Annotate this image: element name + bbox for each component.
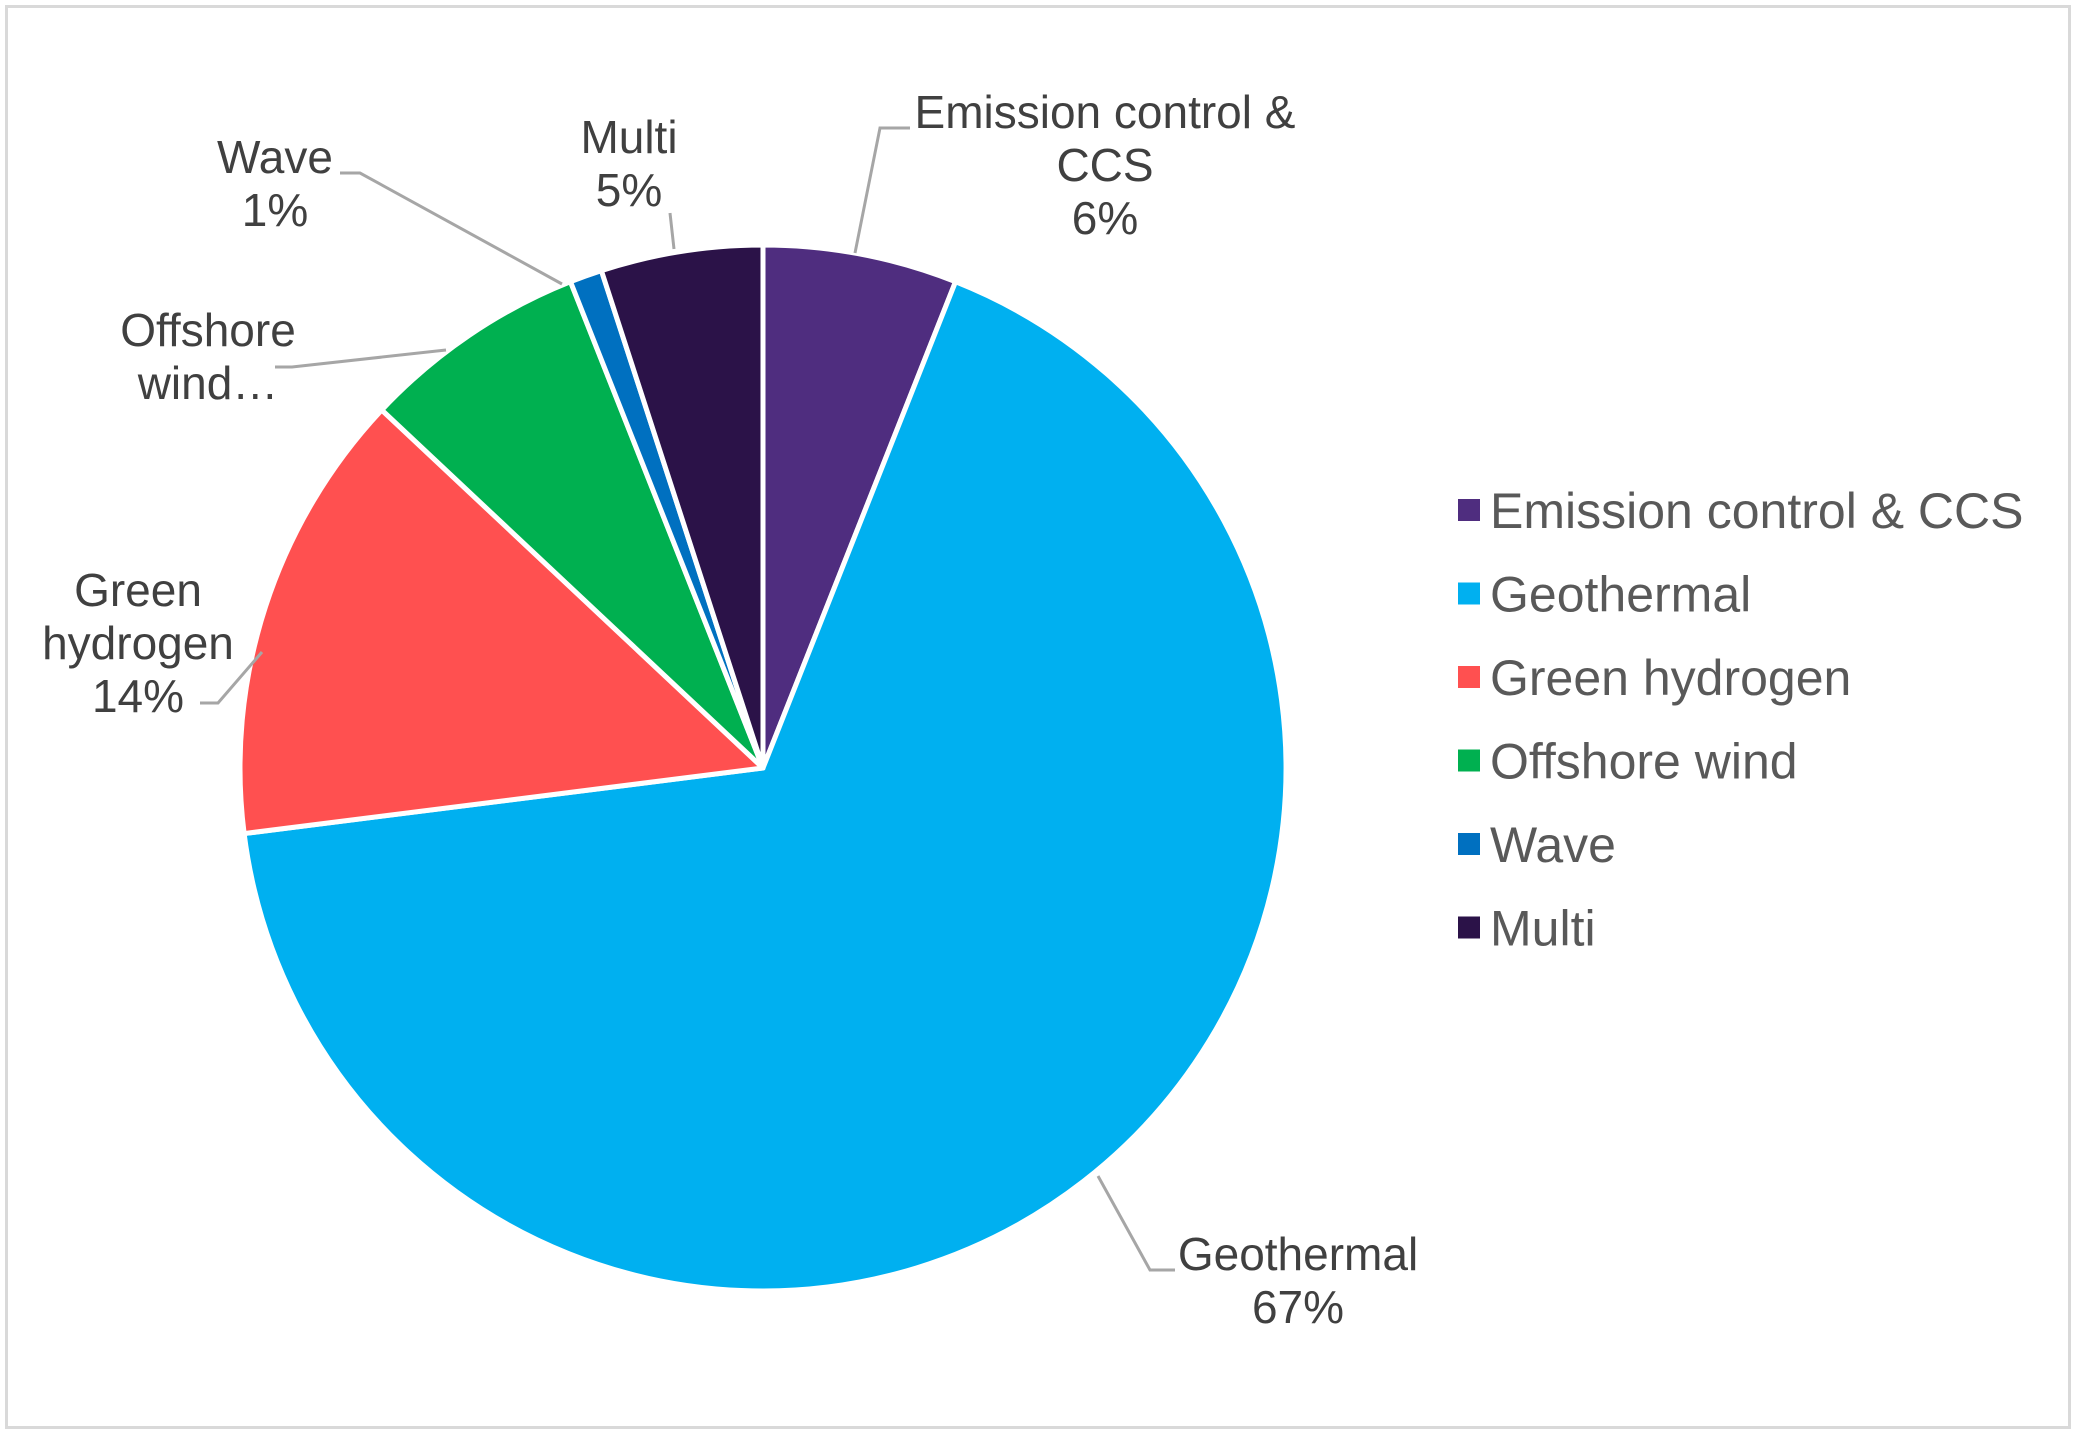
leader-line-geothermal	[1096, 1175, 1175, 1272]
pie-slice-emission-control-and-ccs	[760, 242, 959, 771]
legend-swatch-offshore-wind	[1458, 749, 1480, 772]
legend-label-offshore-wind: Offshore wind	[1490, 734, 1798, 790]
legend-label-emission-control-and-ccs: Emission control & CCS	[1490, 483, 2024, 539]
leader-line-multi	[668, 212, 676, 250]
legend-item-emission-control-and-ccs: Emission control & CCS	[1458, 483, 2024, 539]
legend-item-geothermal: Geothermal	[1458, 567, 1751, 623]
leader-line-wave	[340, 171, 563, 286]
legend-item-offshore-wind: Offshore wind	[1458, 734, 1798, 790]
legend-swatch-multi	[1458, 916, 1480, 939]
data-label-emission-control-and-ccs: Emission control & CCS 6%	[915, 86, 1296, 244]
legend-swatch-emission-control-and-ccs	[1458, 499, 1480, 521]
data-label-green-hydrogen: Green hydrogen 14%	[42, 564, 234, 722]
data-labels: Emission control & CCS 6% Geothermal 67% Gree…	[42, 86, 1418, 1333]
legend-item-wave: Wave	[1458, 817, 1616, 873]
pie-slices	[237, 242, 1289, 1294]
data-label-multi: Multi 5%	[580, 111, 677, 216]
pie-slice-green-hydrogen	[237, 407, 766, 837]
pie-slice-multi	[598, 242, 766, 771]
data-label-offshore-wind: Offshore wind…	[120, 304, 296, 409]
leader-line-emission-control-and-ccs	[853, 126, 910, 254]
data-label-geothermal: Geothermal 67%	[1178, 1228, 1418, 1333]
data-label-wave: Wave 1%	[217, 131, 333, 236]
legend-label-wave: Wave	[1490, 817, 1616, 873]
legend-label-green-hydrogen: Green hydrogen	[1490, 650, 1851, 706]
legend-label-geothermal: Geothermal	[1490, 567, 1751, 623]
legend: Emission control & CCS Geothermal Green hy…	[1458, 483, 2024, 957]
leader-lines	[200, 126, 1175, 1272]
legend-swatch-wave	[1458, 833, 1480, 855]
pie-slice-offshore-wind	[379, 279, 766, 771]
pie-slice-geothermal	[241, 279, 1289, 1294]
legend-label-multi: Multi	[1490, 901, 1596, 957]
legend-swatch-geothermal	[1458, 582, 1480, 605]
leader-line-green-hydrogen	[200, 651, 264, 705]
legend-swatch-green-hydrogen	[1458, 666, 1480, 688]
legend-item-green-hydrogen: Green hydrogen	[1458, 650, 1851, 706]
leader-line-offshore-wind	[275, 348, 447, 369]
legend-item-multi: Multi	[1458, 901, 1596, 957]
